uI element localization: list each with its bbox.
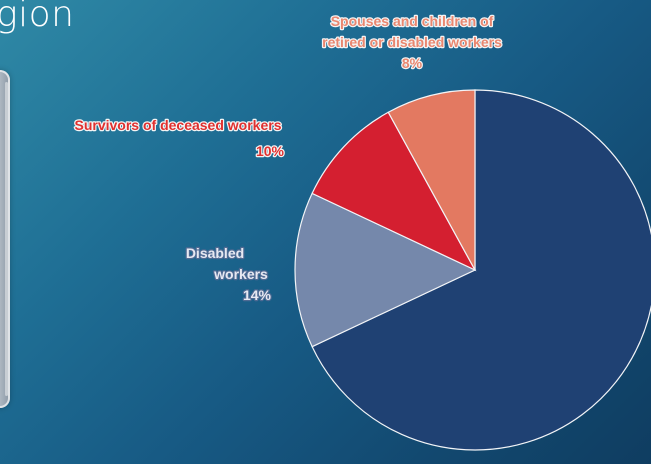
slide-title: gion — [0, 0, 75, 35]
pie-label-line: 10% — [256, 143, 285, 159]
pie-label-line: workers — [213, 266, 268, 282]
pie-label-survivors-of-deceased-workers: Survivors of deceased workers 10% — [75, 117, 285, 159]
pie-label-line: 8% — [402, 55, 423, 71]
pie-label-line: Disabled — [186, 245, 244, 261]
pie-label-disabled-workers: Disabled workers 14% — [186, 245, 272, 303]
pie-slice-retired-workers — [311, 89, 651, 451]
pie-label-line: 14% — [243, 287, 272, 303]
pie-labels: Disabled workers 14% Survivors of deceased … — [73, 12, 503, 304]
pie-slice-spouses-and-children-of-retired-or-disabled-workers — [387, 89, 476, 271]
left-image-fragment — [0, 70, 10, 408]
pie-label-line: Survivors of deceased workers — [75, 117, 282, 133]
pie-label-spouses-and-children-of-retired-or-disabled-workers: Spouses and children of retired or disabl… — [322, 13, 502, 71]
pie-slice-survivors-of-deceased-workers — [311, 111, 477, 272]
pie-label-line: Spouses and children of — [331, 13, 494, 29]
pie-slices — [294, 89, 651, 451]
pie-slice-disabled-workers — [294, 192, 477, 348]
pie-label-line: retired or disabled workers — [322, 34, 502, 50]
